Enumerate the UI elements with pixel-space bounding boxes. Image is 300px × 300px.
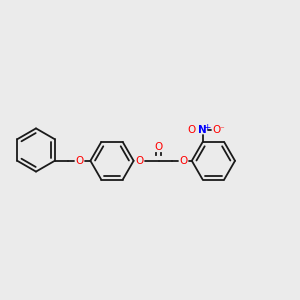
Text: O: O	[136, 156, 144, 166]
Text: O: O	[179, 156, 188, 166]
Text: O: O	[187, 125, 195, 135]
Text: O: O	[212, 125, 220, 135]
Text: O: O	[76, 156, 84, 166]
Text: +: +	[203, 123, 210, 132]
Text: O: O	[154, 142, 163, 152]
Text: ⁻: ⁻	[219, 126, 224, 135]
Text: N: N	[198, 125, 207, 135]
